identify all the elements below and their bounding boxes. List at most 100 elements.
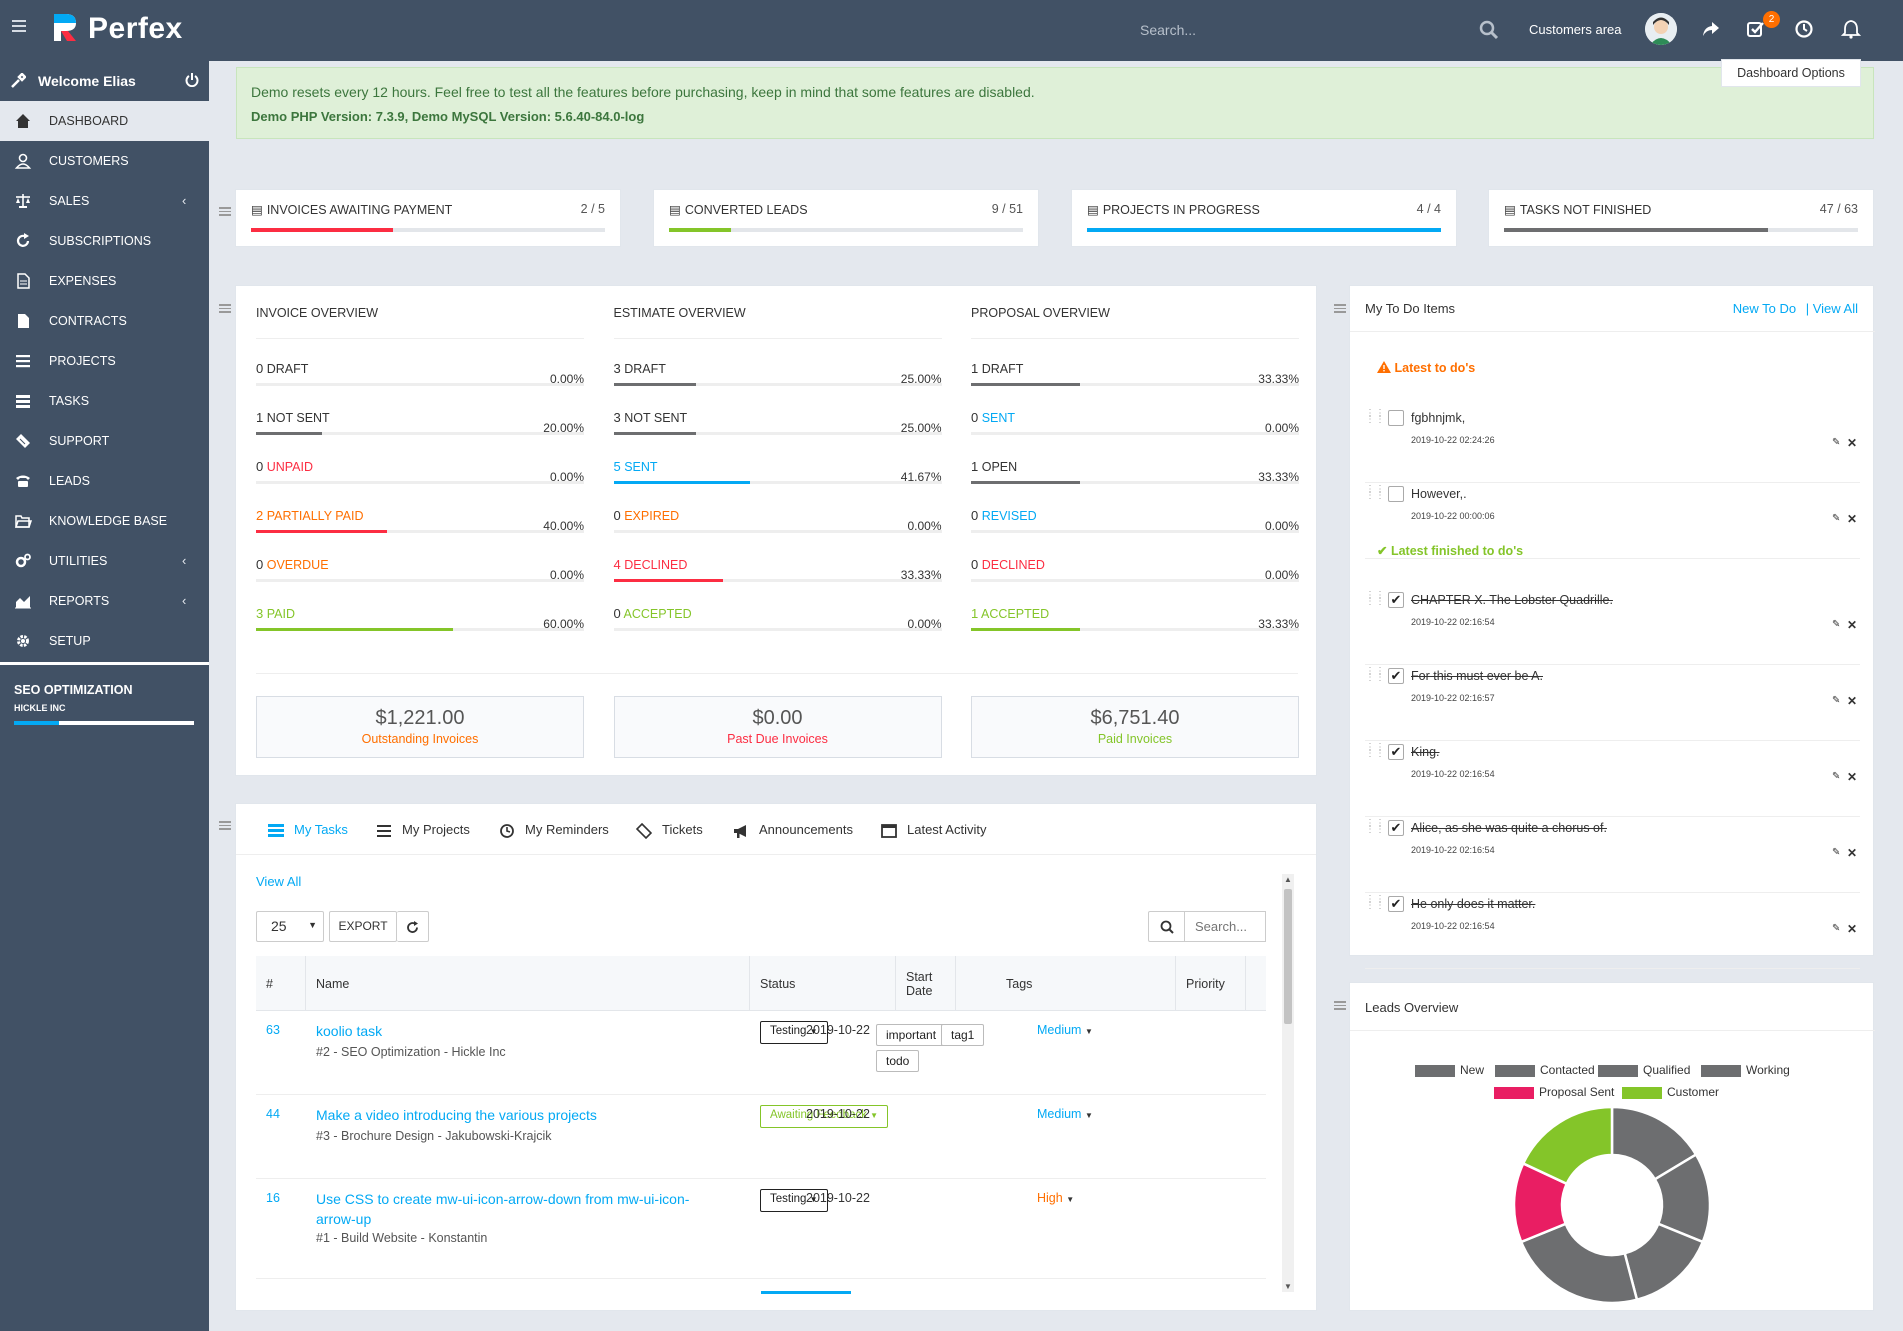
new-todo-link[interactable]: New To Do — [1732, 301, 1797, 316]
todo-item[interactable]: ⋮⋮ ⋮⋮ ✔ He only does it matter. 2019-10-2… — [1365, 895, 1860, 969]
share-icon[interactable] — [1701, 19, 1721, 39]
legend-item-qualified[interactable]: Qualified — [1598, 1063, 1690, 1077]
sidebar-item-knowledge-base[interactable]: Knowledge Base — [0, 501, 209, 541]
scroll-down-icon[interactable]: ▼ — [1284, 1282, 1292, 1291]
drag-handle-icon[interactable] — [219, 304, 231, 313]
close-icon[interactable]: ✕ — [1847, 618, 1858, 632]
total-box-past-due-invoices[interactable]: $0.00 Past Due Invoices — [613, 696, 942, 758]
column-header-tags[interactable]: Tags — [996, 956, 1176, 1011]
overview-row[interactable]: 0 Overdue 0.00% — [256, 557, 584, 605]
drag-dots-icon[interactable]: ⋮⋮ ⋮⋮ — [1365, 818, 1385, 835]
close-icon[interactable]: ✕ — [1847, 922, 1858, 936]
overview-row[interactable]: 5 Sent 41.67% — [613, 459, 942, 507]
overview-row[interactable]: 3 Draft 25.00% — [613, 361, 942, 409]
export-button[interactable]: EXPORT — [329, 911, 397, 942]
table-search-input[interactable] — [1185, 911, 1266, 942]
overview-row[interactable]: 1 Accepted 33.33% — [971, 606, 1299, 654]
todo-checkbox[interactable]: ✔ — [1388, 592, 1404, 608]
task-status-dropdown[interactable]: Awaiting Feedback ▼ — [760, 1105, 889, 1128]
tab-announcements[interactable]: Announcements — [733, 822, 853, 839]
view-all-tasks-link[interactable]: View All — [256, 874, 302, 889]
todo-checkbox[interactable]: ✔ — [1388, 896, 1404, 912]
overview-row[interactable]: 0 Unpaid 0.00% — [256, 459, 584, 507]
task-status-dropdown[interactable]: Testing ▼ — [760, 1189, 828, 1212]
overview-row[interactable]: 3 Paid 60.00% — [256, 606, 584, 654]
tab-tickets[interactable]: Tickets — [636, 822, 703, 839]
sidebar-item-customers[interactable]: Customers — [0, 141, 209, 181]
todo-item[interactable]: ⋮⋮ ⋮⋮ However,. 2019-10-22 00:00:06 ✎ ✕ — [1365, 485, 1860, 559]
overview-row[interactable]: 3 Not Sent 25.00% — [613, 410, 942, 458]
todo-item[interactable]: ⋮⋮ ⋮⋮ ✔ CHAPTER X. The Lobster Quadrille.… — [1365, 591, 1860, 665]
leads-donut-chart[interactable] — [1510, 1103, 1714, 1307]
todo-checkbox[interactable] — [1388, 486, 1404, 502]
todo-checkbox[interactable] — [1388, 410, 1404, 426]
task-priority-dropdown[interactable]: High ▼ — [1037, 1191, 1074, 1205]
column-header-status[interactable]: Status — [750, 956, 896, 1011]
customers-area-link[interactable]: Customers area — [1529, 22, 1622, 37]
close-icon[interactable]: ✕ — [1847, 846, 1858, 860]
task-id[interactable]: 16 — [266, 1191, 280, 1205]
task-id[interactable]: 44 — [266, 1107, 280, 1121]
overview-row[interactable]: 0 Draft 0.00% — [256, 361, 584, 409]
todo-item[interactable]: ⋮⋮ ⋮⋮ ✔ Alice, as she was quite a chorus … — [1365, 819, 1860, 893]
drag-dots-icon[interactable]: ⋮⋮ ⋮⋮ — [1365, 666, 1385, 683]
donut-slice-new[interactable] — [1519, 1222, 1639, 1305]
sidebar-item-utilities[interactable]: Utilities ‹ — [0, 541, 209, 581]
page-size-select[interactable]: 25 ▼ — [256, 911, 324, 942]
pencil-icon[interactable]: ✎ — [1832, 923, 1841, 934]
sidebar-item-contracts[interactable]: Contracts — [0, 301, 209, 341]
sidebar-item-sales[interactable]: Sales ‹ — [0, 181, 209, 221]
todo-checkbox[interactable]: ✔ — [1388, 820, 1404, 836]
task-priority-dropdown[interactable]: Medium ▼ — [1037, 1107, 1093, 1121]
overview-row[interactable]: 1 Not Sent 20.00% — [256, 410, 584, 458]
tasks-scrollbar[interactable]: ▲ ▼ — [1282, 874, 1294, 1292]
pencil-icon[interactable]: ✎ — [1832, 619, 1841, 630]
sidebar-item-reports[interactable]: Reports ‹ — [0, 581, 209, 621]
global-search-input[interactable] — [1140, 16, 1470, 44]
drag-dots-icon[interactable]: ⋮⋮ ⋮⋮ — [1365, 742, 1385, 759]
overview-row[interactable]: 2 Partially Paid 40.00% — [256, 508, 584, 556]
drag-handle-icon[interactable] — [219, 821, 231, 830]
pencil-icon[interactable]: ✎ — [1832, 695, 1841, 706]
sidebar-item-leads[interactable]: Leads — [0, 461, 209, 501]
app-logo-text[interactable]: Perfex — [88, 12, 183, 45]
close-icon[interactable]: ✕ — [1847, 694, 1858, 708]
sidebar-item-subscriptions[interactable]: Subscriptions — [0, 221, 209, 261]
pencil-icon[interactable]: ✎ — [1832, 771, 1841, 782]
stat-card-invoices-awaiting-payment[interactable]: ▤ Invoices Awaiting Payment 2 / 5 — [235, 189, 621, 247]
todo-check-icon[interactable] — [1746, 19, 1766, 39]
task-name-link[interactable]: Make a video introducing the various pro… — [316, 1107, 597, 1123]
task-priority-dropdown[interactable]: Medium ▼ — [1037, 1023, 1093, 1037]
task-tag[interactable]: todo — [876, 1050, 920, 1072]
drag-dots-icon[interactable]: ⋮⋮ ⋮⋮ — [1365, 590, 1385, 607]
column-header-priority[interactable]: Priority — [1176, 956, 1246, 1011]
hamburger-menu-icon[interactable] — [12, 20, 26, 32]
drag-dots-icon[interactable]: ⋮⋮ ⋮⋮ — [1365, 894, 1385, 911]
legend-item-working[interactable]: Working — [1701, 1063, 1790, 1077]
todo-item[interactable]: ⋮⋮ ⋮⋮ fgbhnjmk, 2019-10-22 02:24:26 ✎ ✕ — [1365, 409, 1860, 483]
tab-latest-activity[interactable]: Latest Activity — [881, 822, 986, 839]
task-status-dropdown[interactable]: Testing ▼ — [760, 1021, 828, 1044]
column-header-start-date[interactable]: Start Date — [896, 956, 956, 1011]
pencil-icon[interactable]: ✎ — [1832, 513, 1841, 524]
scroll-up-icon[interactable]: ▲ — [1284, 875, 1292, 884]
power-icon[interactable] — [185, 73, 199, 87]
pencil-icon[interactable]: ✎ — [1832, 437, 1841, 448]
overview-row[interactable]: 0 Accepted 0.00% — [613, 606, 942, 654]
task-name-link[interactable]: koolio task — [316, 1023, 383, 1039]
tab-my-tasks[interactable]: My Tasks — [268, 822, 348, 839]
close-icon[interactable]: ✕ — [1847, 512, 1858, 526]
total-box-paid-invoices[interactable]: $6,751.40 Paid Invoices — [971, 696, 1299, 758]
overview-row[interactable]: 1 Open 33.33% — [971, 459, 1299, 507]
sidebar-item-setup[interactable]: Setup — [0, 621, 209, 661]
clock-icon[interactable] — [1794, 19, 1814, 39]
legend-item-customer[interactable]: Customer — [1622, 1085, 1719, 1099]
dashboard-options-button[interactable]: Dashboard Options — [1721, 59, 1861, 87]
task-project-info[interactable]: #3 - Brochure Design - Jakubowski-Krajci… — [316, 1129, 552, 1143]
sidebar-project-widget[interactable]: SEO OPTIMIZATION HICKLE INC — [0, 662, 209, 732]
stat-card-projects-in-progress[interactable]: ▤ Projects In Progress 4 / 4 — [1071, 189, 1457, 247]
drag-handle-icon[interactable] — [1334, 304, 1346, 313]
column-header-name[interactable]: Name — [306, 956, 750, 1011]
donut-slice-customer[interactable] — [1521, 1105, 1614, 1186]
task-id[interactable]: 63 — [266, 1023, 280, 1037]
